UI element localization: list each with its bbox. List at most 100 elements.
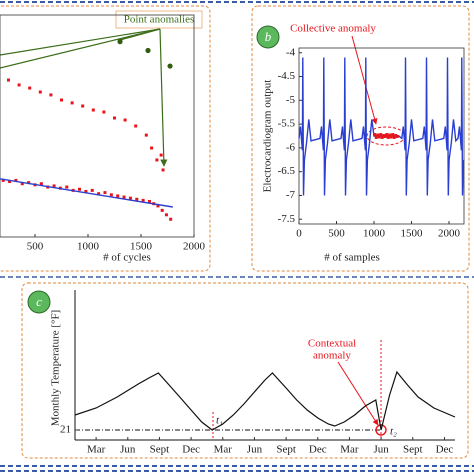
y-tick-label: 21 xyxy=(60,424,71,436)
annotation-lines xyxy=(0,28,168,167)
y-tick-label: -4.5 xyxy=(278,70,296,82)
point xyxy=(39,182,43,186)
point xyxy=(20,182,24,186)
point xyxy=(388,133,392,137)
panel-label: c xyxy=(36,294,42,309)
x-tick-label: Sept xyxy=(150,444,170,456)
x-tick-label: Jun xyxy=(373,444,389,456)
panel-label: b xyxy=(265,29,272,44)
point xyxy=(102,110,106,114)
point xyxy=(116,194,120,198)
point xyxy=(122,195,126,199)
point xyxy=(81,104,85,108)
point xyxy=(123,118,127,122)
y-axis-label: Monthly Temperature [°F] xyxy=(50,310,62,426)
point xyxy=(78,187,82,191)
plot-frame xyxy=(0,14,195,238)
x-tick-label: Mar xyxy=(87,444,106,456)
panel-box xyxy=(251,5,470,272)
annotation: Point anomalies xyxy=(124,14,195,26)
point xyxy=(156,204,160,208)
y-tick-label: -7.5 xyxy=(278,213,296,225)
point xyxy=(164,213,168,217)
point xyxy=(60,98,63,102)
x-tick-label: 500 xyxy=(328,228,345,240)
point xyxy=(1,178,5,182)
point xyxy=(169,217,173,221)
x-tick-label: Dec xyxy=(309,444,327,456)
x-tick-label: Sept xyxy=(276,444,296,456)
line xyxy=(74,370,456,431)
point xyxy=(155,158,159,162)
x-tick-label: Mar xyxy=(214,444,233,456)
point xyxy=(161,168,165,172)
y-axis-label: Electrocardiogram output xyxy=(262,80,274,193)
point xyxy=(90,188,94,192)
point xyxy=(167,63,173,69)
point xyxy=(374,135,378,139)
panel-badge xyxy=(27,290,51,314)
line xyxy=(0,178,173,208)
annotation: anomaly xyxy=(313,350,351,362)
point xyxy=(65,185,69,189)
y-tick-label: -5.5 xyxy=(278,118,296,130)
point xyxy=(144,133,148,137)
line xyxy=(298,57,465,196)
x-axis-label: # of samples xyxy=(324,252,380,264)
point xyxy=(383,134,387,138)
panel-box xyxy=(21,282,469,459)
point xyxy=(14,178,18,182)
point xyxy=(392,135,396,139)
point xyxy=(28,86,32,90)
point xyxy=(103,191,107,195)
x-tick-label: Dec xyxy=(436,444,454,456)
y-tick-label: -4 xyxy=(286,46,296,58)
time-label: t₂ xyxy=(390,426,397,438)
annotation: Collective anomaly xyxy=(290,23,376,35)
x-axis-label: # of cycles xyxy=(103,252,151,264)
point xyxy=(70,101,74,105)
y-tick-label: -6 xyxy=(286,141,296,153)
point xyxy=(17,83,21,87)
point xyxy=(385,133,389,137)
point xyxy=(135,197,139,201)
x-tick-label: 1500 xyxy=(401,228,424,240)
point xyxy=(141,198,145,202)
point xyxy=(159,153,163,157)
point xyxy=(391,133,395,137)
point xyxy=(52,184,56,188)
point xyxy=(128,196,132,200)
annotation-arrow xyxy=(351,35,378,125)
annotation-arrow xyxy=(337,361,379,426)
point xyxy=(91,108,95,112)
x-tick-label: 500 xyxy=(27,241,44,253)
point xyxy=(386,135,390,139)
x-tick-label: Jun xyxy=(120,444,136,456)
x-tick-label: Sept xyxy=(403,444,423,456)
point xyxy=(376,133,380,137)
annotation: Contextual xyxy=(308,338,356,350)
point xyxy=(147,199,151,203)
x-tick-label: 2000 xyxy=(183,241,206,253)
point xyxy=(145,47,151,54)
point xyxy=(7,78,10,82)
point xyxy=(160,208,164,212)
x-tick-label: 2000 xyxy=(438,228,461,240)
point xyxy=(380,135,384,139)
point xyxy=(8,180,12,183)
x-tick-label: 0 xyxy=(296,228,302,240)
point xyxy=(27,181,31,185)
y-tick-label: -5 xyxy=(286,94,296,106)
point xyxy=(117,39,123,45)
point xyxy=(150,146,154,150)
point xyxy=(84,189,88,193)
panel-box xyxy=(0,5,211,272)
point xyxy=(109,193,113,197)
point xyxy=(38,90,42,94)
point xyxy=(134,124,138,128)
point xyxy=(395,134,399,138)
point xyxy=(49,93,53,97)
point xyxy=(97,192,101,196)
time-label: t₁ xyxy=(216,415,223,427)
